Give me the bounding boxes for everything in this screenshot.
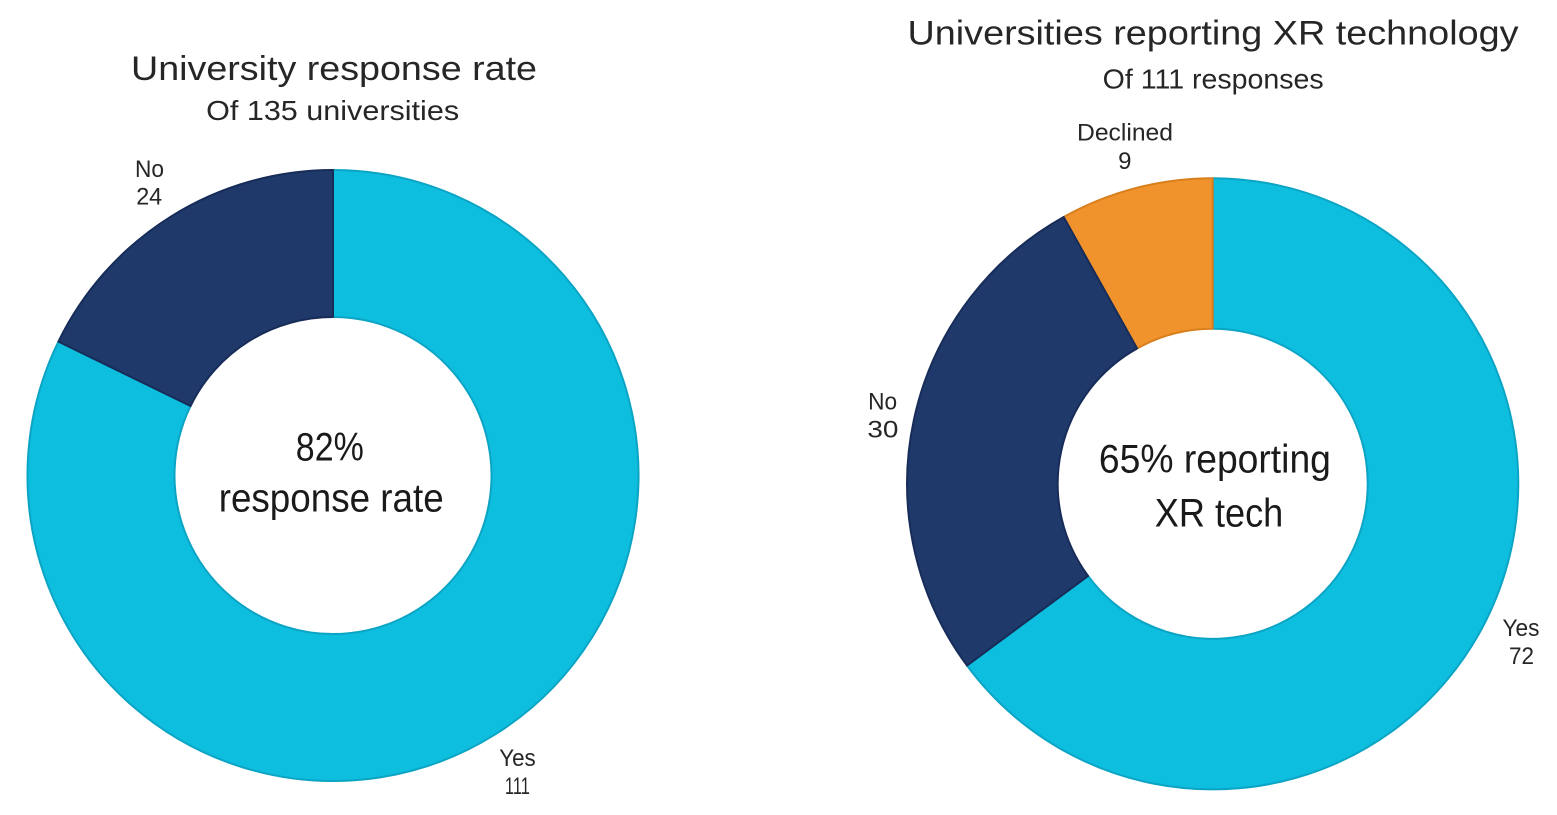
svg-text:Of 111 responses: Of 111 responses xyxy=(1103,64,1324,95)
svg-text:65% reporting: 65% reporting xyxy=(1099,438,1331,482)
svg-text:response rate: response rate xyxy=(219,477,444,521)
svg-text:72: 72 xyxy=(1509,643,1534,670)
svg-text:Universities reporting XR tech: Universities reporting XR technology xyxy=(908,14,1519,52)
svg-text:XR tech: XR tech xyxy=(1155,492,1284,536)
svg-text:No: No xyxy=(868,388,897,415)
svg-text:Yes: Yes xyxy=(1503,615,1540,642)
svg-text:111: 111 xyxy=(505,773,530,800)
svg-text:9: 9 xyxy=(1118,148,1131,175)
svg-text:Declined: Declined xyxy=(1077,120,1173,147)
svg-text:82%: 82% xyxy=(296,426,364,470)
svg-text:Of 135 universities: Of 135 universities xyxy=(206,95,459,126)
svg-text:No: No xyxy=(135,156,164,183)
svg-text:University response rate: University response rate xyxy=(131,50,537,88)
svg-text:30: 30 xyxy=(867,416,898,443)
svg-text:Yes: Yes xyxy=(499,745,536,772)
svg-text:24: 24 xyxy=(136,184,162,211)
